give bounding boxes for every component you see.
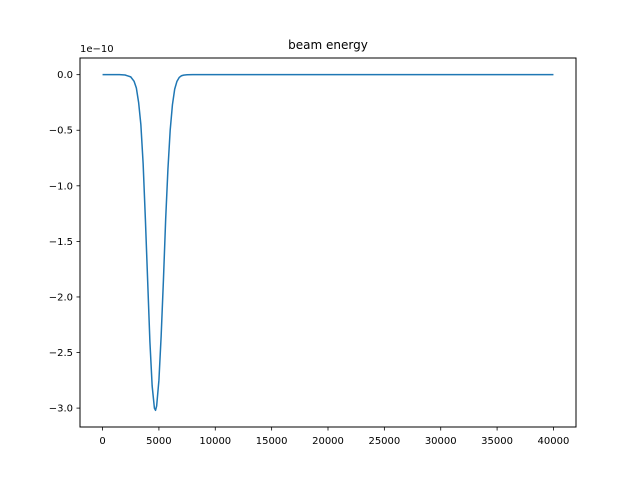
y-axis: 0.0 −0.5 −1.0 −1.5 −2.0 −2.5 −3.0 [49,70,80,415]
y-tick-label: −3.0 [49,404,73,415]
y-tick-label: −1.5 [49,237,73,248]
y-tick-label: −1.0 [49,181,73,192]
y-tick-label: 0.0 [57,70,73,81]
y-tick-label: −2.0 [49,292,73,303]
y-offset-label: 1e−10 [80,44,114,55]
x-tick-label: 20000 [312,436,344,447]
chart-title: beam energy [288,38,368,52]
x-tick-label: 30000 [425,436,457,447]
axes-frame [79,57,577,428]
x-tick-label: 40000 [538,436,570,447]
x-tick-label: 35000 [481,436,513,447]
y-tick-label: −2.5 [49,348,73,359]
y-tick-label: −0.5 [49,126,73,137]
x-tick-label: 0 [99,436,105,447]
x-axis: 0 5000 10000 15000 20000 25000 30000 35000 40000 [99,427,569,447]
x-tick-label: 5000 [146,436,171,447]
x-tick-label: 25000 [368,436,400,447]
plot-area [102,73,554,412]
x-tick-label: 15000 [256,436,288,447]
x-tick-label: 10000 [199,436,231,447]
series-line-0 [102,73,554,412]
